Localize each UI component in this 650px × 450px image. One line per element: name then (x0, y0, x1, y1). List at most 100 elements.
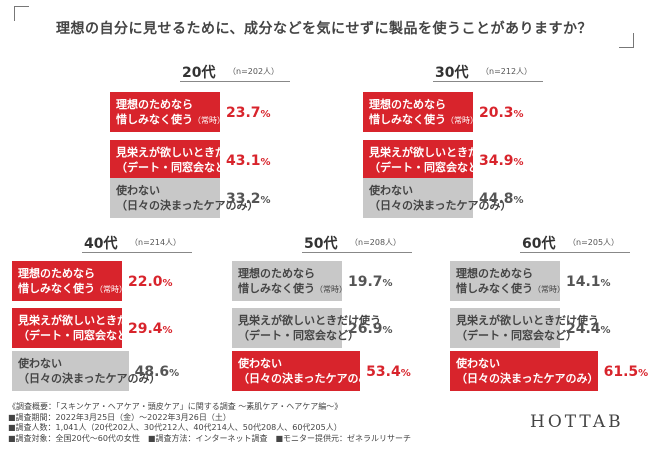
footer-line: ■調査期間：2022年3月25日（金）～2022年3月26日（土） (8, 412, 231, 422)
bar-label: 理想のためなら 惜しみなく使う（常時） (456, 266, 565, 297)
header-rule (82, 252, 192, 253)
percent-sign: % (260, 157, 271, 168)
bar-label-line1: 理想のためなら (116, 98, 193, 111)
bar-label-line1: 使わない (18, 357, 62, 370)
footer-line: ■調査対象：全国20代～60代の女性 ■調査方法：インターネット調査 ■モニター… (8, 433, 412, 443)
chart-0: 20代 （n=202人） 理想のためなら 惜しみなく使う（常時） 23.7% 見栄えが欲し… (110, 62, 340, 232)
percent-sign: % (382, 278, 393, 289)
bar-label: 理想のためなら 惜しみなく使う（常時） (238, 266, 347, 297)
bar-label: 使わない （日々の決まったケアのみ） (116, 183, 259, 213)
title-box: 理想の自分に見せるために、成分などを気にせずに製品を使うことがありますか？ (14, 6, 634, 48)
bar-label: 見栄えが欲しいときだけ使う （デート・同窓会など） (18, 313, 161, 343)
bar-label-line1: 見栄えが欲しいときだけ使う (238, 314, 381, 327)
bar-label-line2: （デート・同窓会など） (238, 329, 359, 342)
bar (12, 351, 129, 391)
percent-sign: % (513, 157, 524, 168)
data-label: 26.9% (348, 321, 393, 337)
chart-2: 40代 （n=214人） 理想のためなら 惜しみなく使う（常時） 22.0% 見栄えが欲し… (12, 233, 242, 403)
data-label-int: 33.2 (226, 191, 261, 207)
bar (363, 140, 473, 180)
bar (232, 351, 361, 391)
bar-label: 見栄えが欲しいときだけ使う （デート・同窓会など） (456, 313, 599, 343)
age-group-label: 20代 (182, 65, 216, 81)
bar-label: 理想のためなら 惜しみなく使う（常時） (369, 97, 478, 128)
chart-3: 50代 （n=208人） 理想のためなら 惜しみなく使う（常時） 19.7% 見栄えが欲し… (232, 233, 462, 403)
bar (110, 178, 220, 218)
bar (12, 308, 122, 348)
data-label: 53.4% (366, 364, 411, 380)
bar (232, 308, 342, 348)
data-label: 34.9% (479, 153, 524, 169)
sample-size-label: （n=214人） (130, 238, 182, 247)
percent-sign: % (169, 368, 180, 379)
age-group-label: 40代 (84, 236, 118, 252)
data-label: 14.1% (566, 274, 611, 290)
data-label-int: 43.1 (226, 153, 261, 169)
percent-sign: % (600, 325, 611, 336)
bar-label-line2: （デート・同窓会など） (18, 329, 139, 342)
chart-header: 50代 （n=208人） (232, 233, 432, 253)
bar-label-line1: 見栄えが欲しいときだけ使う (369, 146, 512, 159)
bar-label: 理想のためなら 惜しみなく使う（常時） (18, 266, 127, 297)
chart-header: 40代 （n=214人） (12, 233, 212, 253)
bar-label: 見栄えが欲しいときだけ使う （デート・同窓会など） (116, 145, 259, 175)
bar-label-line2: （日々の決まったケアのみ） (369, 199, 512, 212)
age-group-label: 60代 (522, 236, 556, 252)
data-label-int: 22.0 (128, 274, 163, 290)
data-label-int: 23.7 (226, 105, 261, 121)
bar-label-line1: 見栄えが欲しいときだけ使う (456, 314, 599, 327)
brand-logo: HOTTAB (530, 412, 624, 432)
data-label: 33.2% (226, 191, 271, 207)
bar-label-line2: （日々の決まったケアのみ） (238, 372, 381, 385)
bar-label-line1: 使わない (456, 357, 500, 370)
bar (363, 178, 473, 218)
percent-sign: % (638, 368, 649, 379)
chart-1: 30代 （n=212人） 理想のためなら 惜しみなく使う（常時） 20.3% 見栄えが欲し… (363, 62, 593, 232)
data-label: 29.4% (128, 321, 173, 337)
data-label-int: 48.6 (134, 364, 170, 380)
bar (232, 261, 342, 301)
data-label: 48.6% (135, 364, 180, 380)
bar (12, 261, 122, 301)
bar (450, 308, 560, 348)
chart-header: 30代 （n=212人） (363, 62, 563, 82)
data-label: 24.4% (566, 321, 611, 337)
bar-label-line1: 使わない (116, 184, 160, 197)
bar (110, 92, 220, 132)
bar-label: 使わない （日々の決まったケアのみ） (456, 356, 599, 386)
title-corner-top-left (14, 6, 29, 21)
data-label: 43.1% (226, 153, 271, 169)
survey-footer: 《調査概要：「スキンケア・ヘアケア・頭皮ケア」に関する調査 ～素肌ケア・ヘアケア… (8, 402, 411, 444)
title-corner-bottom-right (619, 33, 634, 48)
bar-label-line1: 使わない (369, 184, 413, 197)
sample-size-label: （n=208人） (350, 238, 402, 247)
bar-label-line2: （デート・同窓会など） (116, 161, 237, 174)
bar-label: 見栄えが欲しいときだけ使う （デート・同窓会など） (238, 313, 381, 343)
data-label: 22.0% (128, 274, 173, 290)
footer-line: ■調査人数：1,041人（20代202人、30代212人、40代214人、50代… (8, 423, 342, 432)
bar-label-line2: 惜しみなく使う（常時） (238, 282, 347, 295)
data-label-int: 29.4 (128, 321, 163, 337)
data-label-int: 34.9 (479, 153, 514, 169)
page-title: 理想の自分に見せるために、成分などを気にせずに製品を使うことがありますか？ (55, 21, 593, 37)
bar-label-line1: 見栄えが欲しいときだけ使う (116, 146, 259, 159)
data-label: 61.5% (604, 364, 649, 380)
bar-label-line2: （日々の決まったケアのみ） (116, 199, 259, 212)
percent-sign: % (600, 278, 611, 289)
bar-label-suffix: （常時） (193, 116, 225, 125)
header-rule (302, 252, 412, 253)
data-label-int: 26.9 (348, 321, 383, 337)
bar-label-line1: 使わない (238, 357, 282, 370)
bar-label-suffix: （常時） (315, 285, 347, 294)
bar-label-line2: （日々の決まったケアのみ） (18, 372, 161, 385)
percent-sign: % (260, 195, 271, 206)
bar-label: 使わない （日々の決まったケアのみ） (369, 183, 512, 213)
bar-label-line1: 理想のためなら (18, 267, 95, 280)
bar (363, 92, 473, 132)
data-label-int: 19.7 (348, 274, 383, 290)
bar-label: 使わない （日々の決まったケアのみ） (238, 356, 381, 386)
footer-line: 《調査概要：「スキンケア・ヘアケア・頭皮ケア」に関する調査 ～素肌ケア・ヘアケア… (8, 402, 343, 411)
header-rule (520, 252, 630, 253)
data-label-int: 24.4 (566, 321, 601, 337)
bar-label-line2: 惜しみなく使う（常時） (369, 113, 478, 126)
